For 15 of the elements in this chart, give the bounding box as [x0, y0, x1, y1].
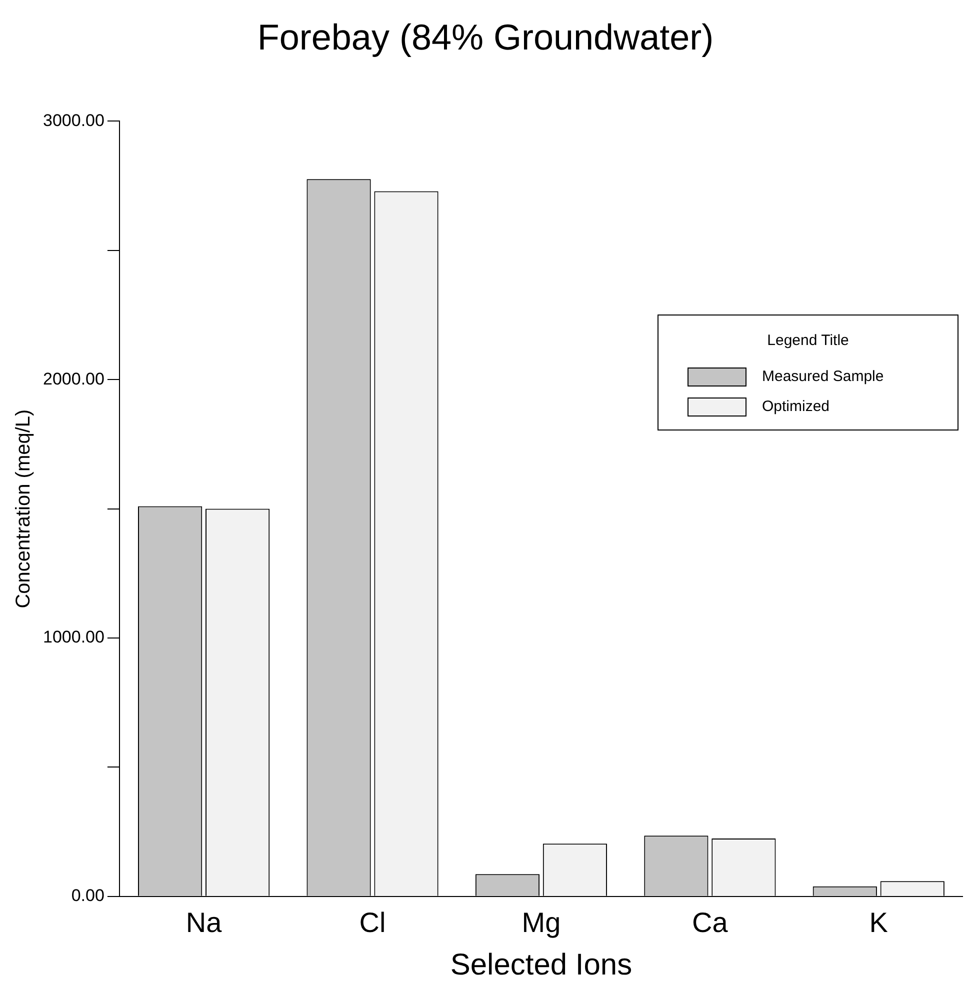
y-tick-label: 2000.00	[43, 369, 104, 388]
x-tick-label: Na	[186, 906, 222, 938]
y-tick-label: 3000.00	[43, 110, 104, 130]
y-tick-label: 1000.00	[43, 628, 104, 647]
x-tick-label: Ca	[692, 906, 728, 938]
x-axis-title: Selected Ions	[450, 948, 632, 982]
y-tick-label: 0.00	[71, 886, 104, 906]
x-tick-label: K	[869, 906, 888, 938]
x-tick-label: Mg	[522, 906, 561, 938]
y-axis-title: Concentration (meq/L)	[12, 409, 35, 608]
x-tick-label: Cl	[359, 906, 386, 938]
legend-title: Legend Title	[767, 332, 849, 350]
legend-label: Optimized	[762, 398, 830, 416]
legend-label: Measured Sample	[762, 368, 884, 386]
chart-title: Forebay (84% Groundwater)	[257, 16, 714, 58]
